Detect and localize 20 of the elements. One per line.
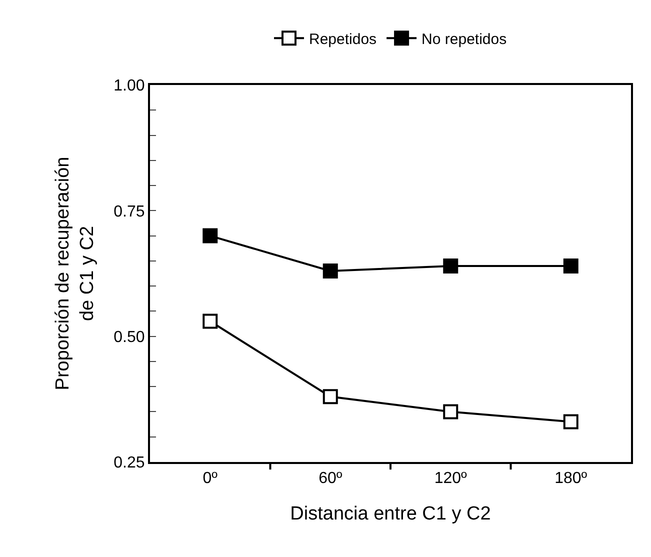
point bbox=[322, 263, 338, 278]
point bbox=[202, 314, 218, 329]
x-tick-label: 0º bbox=[202, 470, 218, 488]
y-tick-label: 0.75 bbox=[114, 203, 145, 220]
legend-label: No repetidos bbox=[422, 30, 507, 48]
x-tick-label: 180º bbox=[554, 470, 588, 488]
y-tick-label: 1.00 bbox=[114, 78, 145, 95]
legend-label: Repetidos bbox=[309, 30, 377, 48]
point bbox=[202, 228, 218, 244]
y-tick-label: 0.50 bbox=[114, 328, 145, 346]
point bbox=[443, 258, 458, 274]
point bbox=[563, 258, 578, 274]
x-tick-label: 120º bbox=[434, 470, 468, 488]
x-axis-title: Distancia entre C1 y C2 bbox=[290, 504, 491, 524]
point bbox=[322, 389, 338, 404]
y-tick-label: 0.25 bbox=[114, 454, 145, 472]
x-tick-label: 60º bbox=[318, 470, 342, 488]
point bbox=[443, 404, 458, 420]
y-axis-title: Proporción de recuperación de C1 y C2 bbox=[52, 156, 98, 390]
point bbox=[563, 414, 578, 430]
